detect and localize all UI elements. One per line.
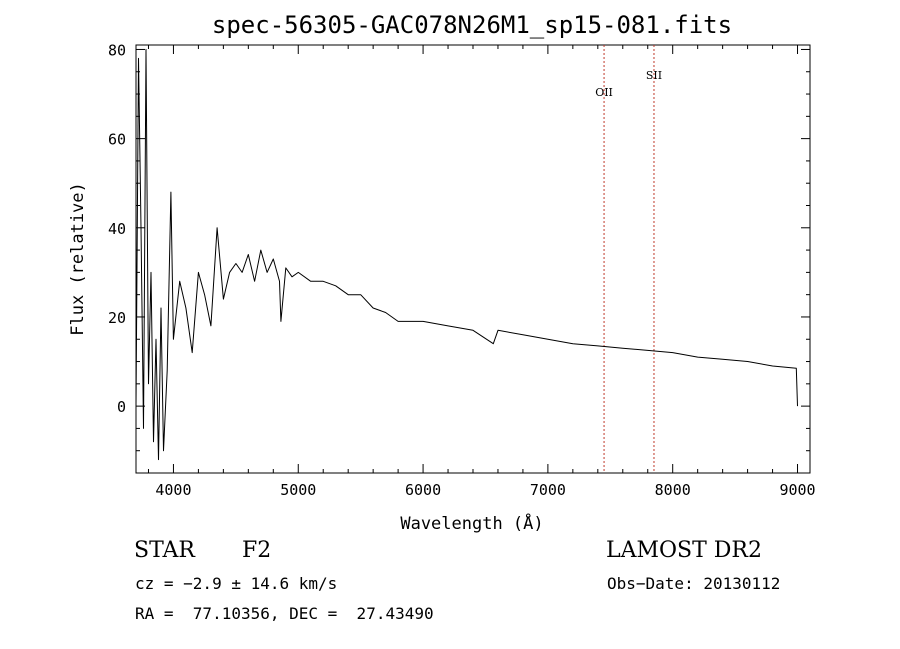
y-tick-label: 60 — [108, 131, 126, 149]
x-tick-label: 5000 — [280, 481, 316, 499]
object-subclass: F2 — [242, 538, 272, 563]
y-tick-label: 80 — [108, 41, 126, 59]
spectrum-line — [135, 49, 798, 461]
y-tick-label: 0 — [117, 398, 126, 416]
reference-label-oii: OII — [595, 86, 613, 99]
plot-frame — [135, 44, 811, 474]
x-tick-label: 4000 — [155, 481, 191, 499]
y-axis-label: Flux (relative) — [68, 182, 88, 336]
x-tick-label: 9000 — [779, 481, 815, 499]
chart-title: spec-56305-GAC078N26M1_sp15-081.fits — [212, 11, 732, 39]
y-tick-label: 40 — [108, 220, 126, 238]
redshift-text: cz = −2.9 ± 14.6 km/s — [135, 574, 338, 593]
x-tick-label: 6000 — [405, 481, 441, 499]
y-tick-label: 20 — [108, 309, 126, 327]
plot-area: 4000 5000 6000 7000 8000 9000 0 20 40 60 80 OII SII — [108, 41, 816, 499]
x-tick-label: 8000 — [655, 481, 691, 499]
x-tick-label: 7000 — [530, 481, 566, 499]
x-axis-label: Wavelength (Å) — [400, 512, 543, 534]
coordinates-text: RA = 77.10356, DEC = 27.43490 — [135, 604, 434, 623]
obs-date-text: Obs−Date: 20130112 — [607, 574, 781, 593]
survey-label: LAMOST DR2 — [606, 538, 762, 563]
reference-label-sii: SII — [646, 69, 662, 82]
object-class: STAR — [134, 538, 195, 563]
